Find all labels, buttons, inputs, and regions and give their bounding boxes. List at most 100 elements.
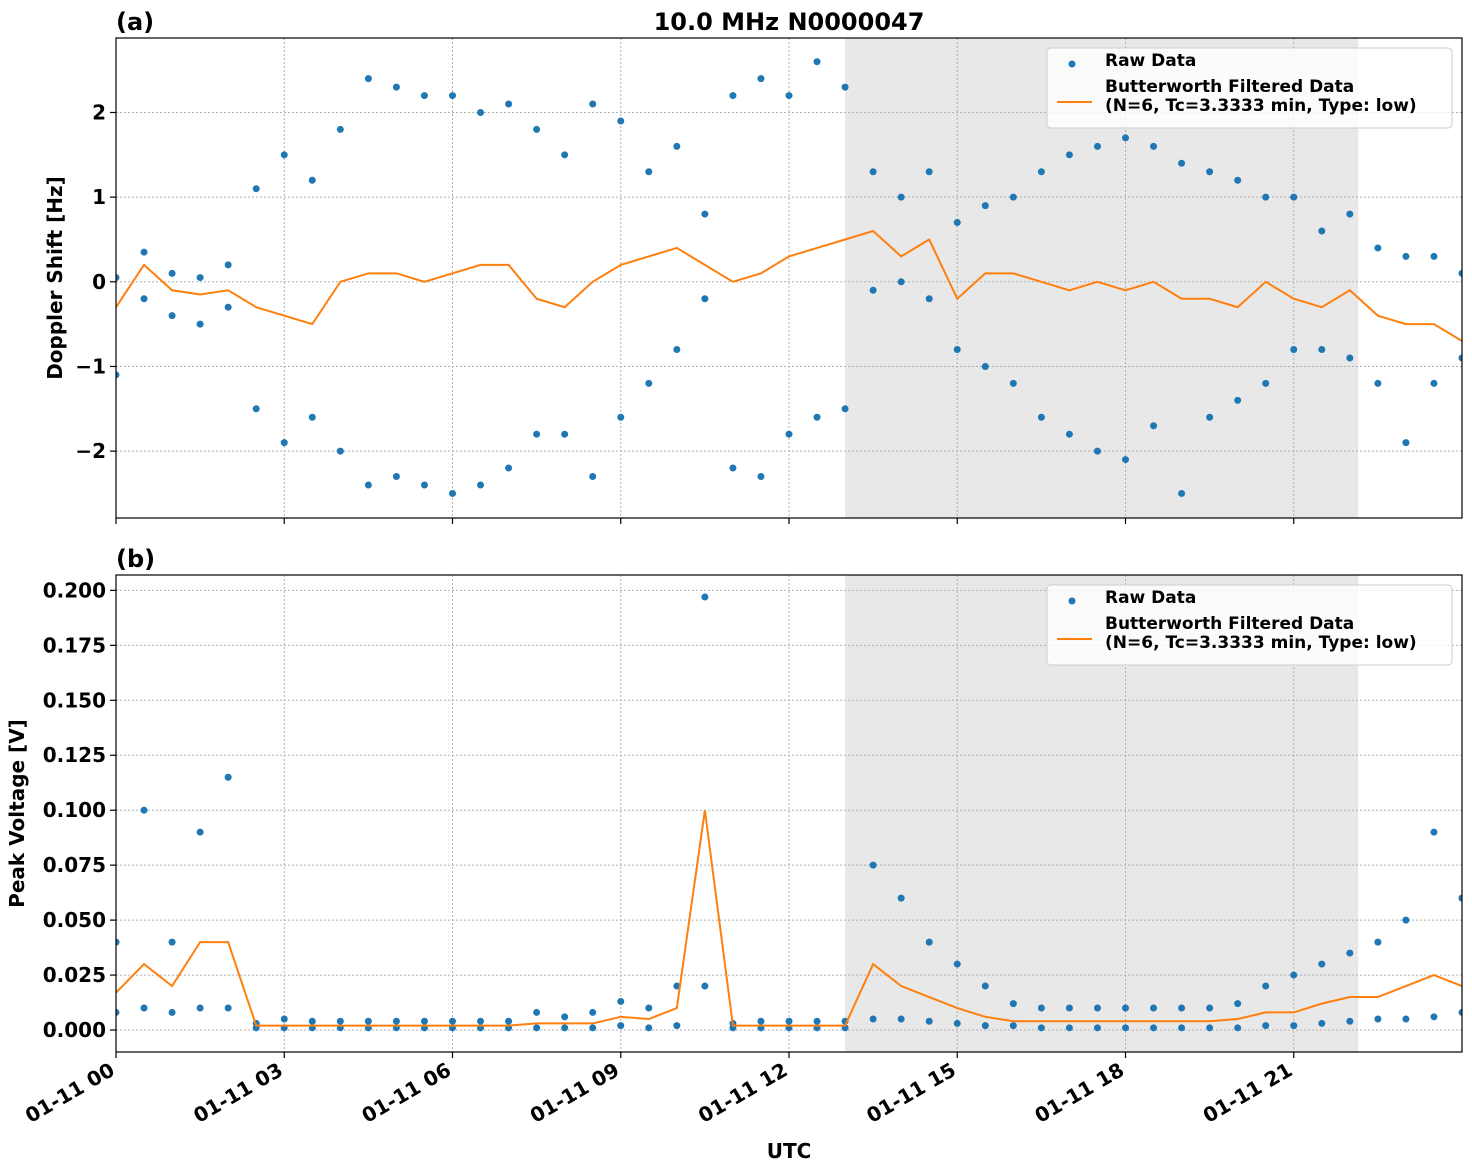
raw-point xyxy=(645,1024,653,1032)
raw-point xyxy=(392,83,400,91)
y-tick-label: 0.075 xyxy=(43,853,106,877)
raw-point xyxy=(392,1017,400,1025)
raw-point xyxy=(1206,168,1214,176)
raw-point xyxy=(589,473,597,481)
raw-point xyxy=(533,1008,541,1016)
raw-point xyxy=(953,219,961,227)
y-axis-label: Doppler Shift [Hz] xyxy=(43,176,67,380)
raw-point xyxy=(140,295,148,303)
x-tick-label: 01-11 06 xyxy=(357,1058,455,1128)
raw-point xyxy=(813,413,821,421)
raw-point xyxy=(308,413,316,421)
raw-point xyxy=(196,1004,204,1012)
raw-point xyxy=(1065,1024,1073,1032)
raw-point xyxy=(1430,252,1438,260)
raw-point xyxy=(140,1004,148,1012)
raw-point xyxy=(953,960,961,968)
raw-point xyxy=(1150,142,1158,150)
raw-point xyxy=(1206,1024,1214,1032)
raw-point xyxy=(645,168,653,176)
raw-point xyxy=(757,1017,765,1025)
legend-marker xyxy=(1068,597,1076,605)
raw-point xyxy=(785,1017,793,1025)
chart-title: 10.0 MHz N0000047 xyxy=(654,8,925,36)
raw-point xyxy=(1065,430,1073,438)
raw-point xyxy=(449,1017,456,1025)
raw-point xyxy=(308,176,316,184)
raw-point xyxy=(1262,982,1270,990)
raw-point xyxy=(701,982,709,990)
raw-point xyxy=(364,1017,372,1025)
y-tick-label: −1 xyxy=(75,354,106,378)
raw-point xyxy=(1374,1015,1382,1023)
raw-point xyxy=(1093,447,1101,455)
raw-point xyxy=(645,1004,653,1012)
raw-point xyxy=(1318,227,1326,235)
raw-point xyxy=(981,1022,989,1030)
raw-point xyxy=(1430,379,1438,387)
x-tick-label: 01-11 00 xyxy=(21,1058,119,1128)
raw-point xyxy=(533,430,541,438)
raw-point xyxy=(1122,1024,1129,1032)
raw-point xyxy=(196,828,204,836)
raw-point xyxy=(1290,346,1298,354)
legend-entry: Butterworth Filtered Data (N=6, Tc=3.333… xyxy=(1105,615,1417,653)
raw-point xyxy=(1093,142,1101,150)
legend-entry: Butterworth Filtered Data (N=6, Tc=3.333… xyxy=(1105,78,1417,116)
raw-point xyxy=(224,1004,232,1012)
raw-point xyxy=(224,773,232,781)
raw-point xyxy=(561,1024,569,1032)
raw-point xyxy=(981,202,989,210)
raw-point xyxy=(116,371,120,379)
raw-point xyxy=(392,473,400,481)
x-tick-label: 01-11 18 xyxy=(1030,1058,1128,1128)
raw-point xyxy=(116,938,120,946)
panel-label: (b) xyxy=(116,545,155,573)
y-tick-label: 0.050 xyxy=(43,908,106,932)
raw-point xyxy=(1346,210,1354,218)
raw-point xyxy=(1009,1022,1017,1030)
raw-point xyxy=(224,303,232,311)
raw-point xyxy=(336,125,344,133)
raw-point xyxy=(1346,354,1354,362)
plot-area xyxy=(116,58,1462,497)
raw-point xyxy=(953,1019,961,1027)
x-tick-label: 01-11 12 xyxy=(694,1058,792,1128)
raw-point xyxy=(925,295,933,303)
raw-point xyxy=(1178,159,1186,167)
raw-point xyxy=(1009,379,1017,387)
raw-point xyxy=(869,168,877,176)
raw-point xyxy=(1290,1022,1298,1030)
raw-point xyxy=(1318,1019,1326,1027)
raw-point xyxy=(785,92,793,100)
raw-point xyxy=(869,1015,877,1023)
raw-point xyxy=(168,938,176,946)
raw-point xyxy=(1402,252,1410,260)
raw-point xyxy=(925,168,933,176)
raw-point xyxy=(116,1008,120,1016)
raw-point xyxy=(897,894,905,902)
raw-point xyxy=(1065,1004,1073,1012)
raw-point xyxy=(1037,1004,1045,1012)
raw-point xyxy=(645,379,653,387)
plot-frame xyxy=(115,574,1463,1053)
raw-point xyxy=(561,1013,569,1021)
raw-point xyxy=(505,100,513,108)
raw-point xyxy=(1234,176,1242,184)
raw-point xyxy=(757,473,765,481)
raw-point xyxy=(533,1024,541,1032)
raw-point xyxy=(224,261,232,269)
raw-point xyxy=(1037,1024,1045,1032)
raw-point xyxy=(1290,971,1298,979)
raw-point xyxy=(116,274,120,282)
raw-point xyxy=(1234,1000,1242,1008)
legend-entry: Raw Data xyxy=(1105,589,1197,608)
raw-point xyxy=(925,938,933,946)
raw-point xyxy=(168,1008,176,1016)
raw-point xyxy=(673,982,681,990)
raw-point xyxy=(1402,1015,1410,1023)
y-tick-label: 0.150 xyxy=(43,688,106,712)
raw-point xyxy=(1234,1024,1242,1032)
raw-point xyxy=(505,1017,513,1025)
raw-point xyxy=(1178,489,1186,497)
